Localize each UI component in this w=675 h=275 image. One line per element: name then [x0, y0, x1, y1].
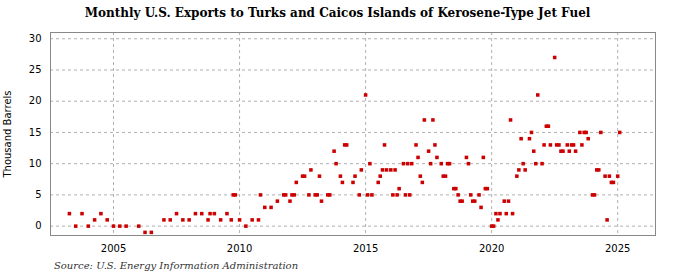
html-text:Source: U.S. Energy Informatio: Source: U.S. Energy Information Administ…	[54, 260, 299, 271]
svg-text:20: 20	[29, 95, 42, 106]
svg-text:2005: 2005	[101, 243, 126, 254]
svg-text:15: 15	[29, 127, 42, 138]
svg-text:Thousand Barrels: Thousand Barrels	[2, 90, 13, 178]
svg-text:0: 0	[35, 220, 41, 231]
svg-text:2015: 2015	[353, 243, 378, 254]
html-text:Monthly U.S. Exports to Turks: Monthly U.S. Exports to Turks and Caicos…	[84, 6, 591, 20]
svg-text:2020: 2020	[479, 243, 504, 254]
svg-text:25: 25	[29, 64, 42, 75]
svg-text:2010: 2010	[227, 243, 252, 254]
svg-text:2025: 2025	[605, 243, 630, 254]
svg-text:10: 10	[29, 158, 42, 169]
svg-text:5: 5	[35, 189, 41, 200]
svg-text:30: 30	[29, 33, 42, 44]
